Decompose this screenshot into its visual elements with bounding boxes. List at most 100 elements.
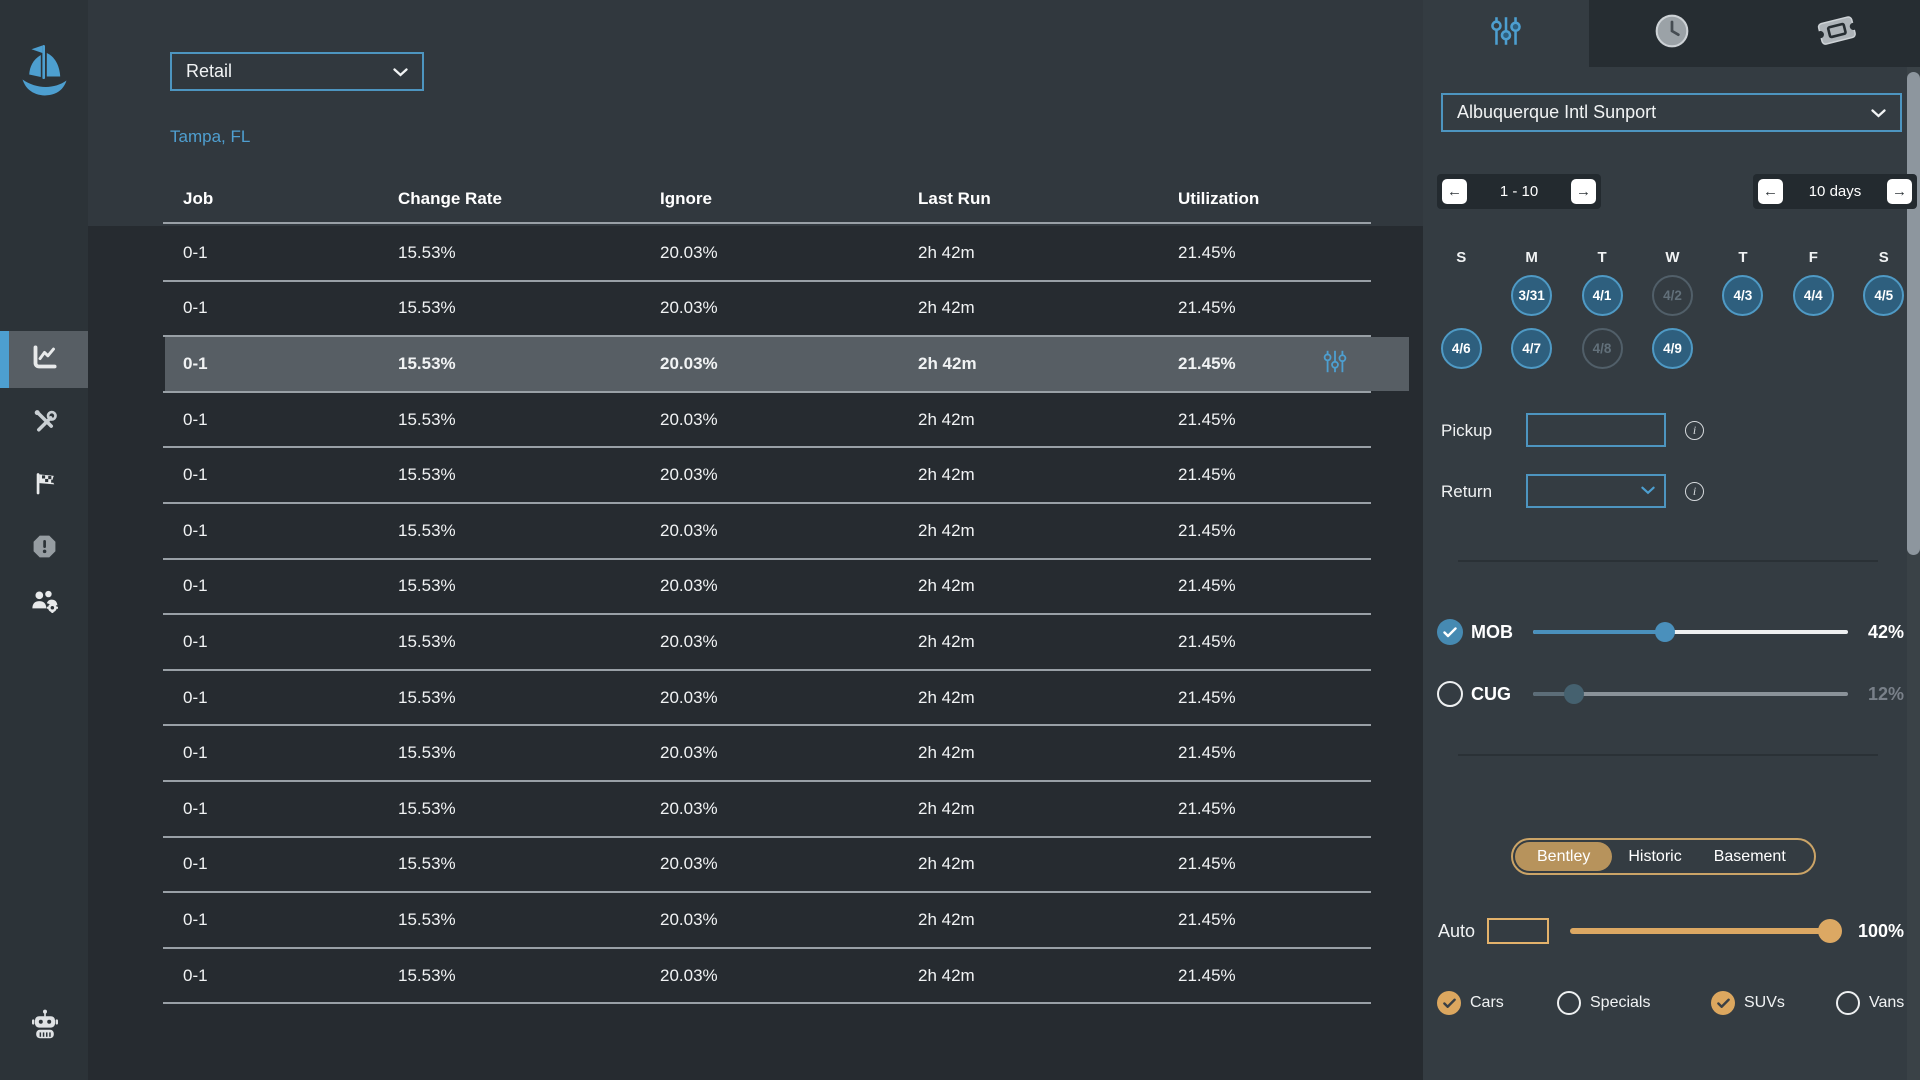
sidebar-item-user-management[interactable] [0, 575, 88, 631]
program-select[interactable]: Retail [170, 52, 424, 91]
arrow-right-icon: → [1891, 183, 1907, 200]
mob-slider-track[interactable] [1533, 622, 1848, 642]
ship-logo [16, 40, 72, 105]
table-row[interactable]: 0-1 15.53% 20.03% 2h 42m 21.45% [163, 393, 1371, 449]
divider [1458, 560, 1878, 562]
chevron-down-icon [393, 61, 408, 82]
calendar-date[interactable]: 4/4 [1792, 274, 1834, 316]
table-row[interactable]: 0-1 15.53% 20.03% 2h 42m 21.45% [163, 282, 1371, 338]
arrow-right-icon: → [1575, 183, 1591, 200]
calendar-date[interactable]: 3/31 [1511, 274, 1553, 316]
table-row[interactable]: 0-1 15.53% 20.03% 2h 42m 21.45% [163, 838, 1371, 894]
return-select[interactable] [1526, 474, 1666, 508]
fleet-toggle-basement[interactable]: Basement [1713, 847, 1786, 865]
tab-tickets[interactable] [1754, 0, 1920, 67]
table-row[interactable]: 0-1 15.53% 20.03% 2h 42m 21.45% [163, 504, 1371, 560]
pickup-input[interactable] [1526, 413, 1666, 447]
cug-slider-track[interactable] [1533, 684, 1848, 704]
location-link[interactable]: Tampa, FL [170, 127, 251, 146]
row-sliders-icon[interactable] [1321, 347, 1349, 380]
calendar-date[interactable]: 4/5 [1863, 274, 1905, 316]
auto-slider-track[interactable] [1570, 919, 1842, 943]
calendar-date: 4/2 [1651, 274, 1693, 316]
days-prev-button[interactable]: ← [1758, 179, 1783, 204]
category-checkbox-vans[interactable]: Vans [1836, 983, 1904, 1023]
cell-change-rate: 15.53% [398, 854, 456, 874]
cug-checkbox[interactable] [1437, 681, 1463, 707]
fleet-toggle-bentley[interactable]: Bentley [1515, 842, 1613, 871]
cell-ignore: 20.03% [660, 465, 718, 485]
table-row[interactable]: 0-1 15.53% 20.03% 2h 42m 21.45% [163, 782, 1371, 838]
table-row[interactable]: 0-1 15.53% 20.03% 2h 42m 21.45% [163, 448, 1371, 504]
cell-last-run: 2h 42m [918, 409, 975, 429]
table-row[interactable]: 0-1 15.53% 20.03% 2h 42m 21.45% [163, 949, 1371, 1005]
range-prev-button[interactable]: ← [1442, 179, 1467, 204]
cell-utilization: 21.45% [1178, 909, 1236, 929]
cell-job: 0-1 [183, 798, 208, 818]
calendar-date[interactable]: 4/7 [1511, 327, 1553, 369]
category-checkbox-suvs[interactable]: SUVs [1711, 983, 1785, 1023]
cell-utilization: 21.45% [1178, 798, 1236, 818]
sidebar [0, 0, 88, 1080]
table-row[interactable]: 0-1 15.53% 20.03% 2h 42m 21.45% [163, 615, 1371, 671]
calendar-date[interactable]: 4/3 [1722, 274, 1764, 316]
category-checkbox-cars[interactable]: Cars [1437, 983, 1504, 1023]
days-pager: ← 10 days → [1753, 174, 1917, 209]
cell-job: 0-1 [183, 576, 208, 596]
cell-utilization: 21.45% [1178, 465, 1236, 485]
return-info-icon[interactable]: i [1685, 482, 1704, 501]
category-checkboxes: Cars Specials SUVs Vans [1423, 983, 1920, 1023]
mob-slider-row: MOB 42% [1423, 612, 1920, 652]
cell-last-run: 2h 42m [918, 242, 975, 262]
table-row[interactable]: 0-1 15.53% 20.03% 2h 42m 21.45% [163, 226, 1371, 282]
sliders-icon [1488, 14, 1524, 53]
table-row[interactable]: 0-1 15.53% 20.03% 2h 42m 21.45% [163, 893, 1371, 949]
table-row[interactable]: 0-1 15.53% 20.03% 2h 42m 21.45% [163, 726, 1371, 782]
airport-select[interactable]: Albuquerque Intl Sunport [1441, 93, 1902, 132]
auto-input[interactable] [1487, 918, 1549, 944]
fleet-toggle-historic[interactable]: Historic [1628, 847, 1682, 865]
sidebar-item-charts[interactable] [0, 331, 88, 388]
main-content: Retail Tampa, FL Job Change Rate Ignore … [88, 0, 1423, 1080]
calendar-date[interactable]: 4/9 [1651, 327, 1693, 369]
category-label: SUVs [1744, 994, 1785, 1011]
calendar-day-header: T [1738, 248, 1748, 266]
category-checkbox-specials[interactable]: Specials [1557, 983, 1650, 1023]
calendar-date[interactable]: 4/6 [1440, 327, 1482, 369]
days-next-button[interactable]: → [1886, 179, 1912, 204]
range-next-button[interactable]: → [1570, 179, 1596, 204]
calendar-date[interactable]: 4/1 [1581, 274, 1623, 316]
cell-job: 0-1 [183, 298, 208, 318]
cell-job: 0-1 [183, 353, 208, 373]
mob-checkbox[interactable] [1437, 619, 1463, 645]
table-row[interactable]: 0-1 15.53% 20.03% 2h 42m 21.45% [163, 560, 1371, 616]
mob-slider-thumb[interactable] [1655, 622, 1676, 642]
tab-filters[interactable] [1423, 0, 1589, 67]
unchecked-circle-icon [1557, 991, 1581, 1015]
column-header-utilization: Utilization [1178, 189, 1260, 208]
cug-slider-thumb[interactable] [1563, 684, 1584, 704]
table-row[interactable]: 0-1 15.53% 20.03% 2h 42m 21.45% [163, 337, 1409, 393]
calendar-day-header: W [1665, 248, 1680, 266]
auto-slider-thumb[interactable] [1818, 919, 1842, 943]
category-label: Vans [1869, 994, 1905, 1011]
tab-history[interactable] [1588, 0, 1755, 67]
panel-tabs [1423, 0, 1920, 67]
robot-icon[interactable] [28, 1008, 62, 1047]
sidebar-item-alerts[interactable] [0, 521, 88, 577]
table-row[interactable]: 0-1 15.53% 20.03% 2h 42m 21.45% [163, 671, 1371, 727]
pickup-info-icon[interactable]: i [1685, 421, 1704, 440]
sidebar-item-finish-flag[interactable] [0, 458, 88, 514]
cell-utilization: 21.45% [1178, 743, 1236, 763]
cell-last-run: 2h 42m [918, 465, 975, 485]
cell-ignore: 20.03% [660, 298, 718, 318]
pickup-label: Pickup [1441, 421, 1493, 440]
cell-ignore: 20.03% [660, 909, 718, 929]
cell-utilization: 21.45% [1178, 409, 1236, 429]
arrow-left-icon: ← [1763, 183, 1778, 200]
airport-select-value: Albuquerque Intl Sunport [1457, 102, 1657, 122]
sidebar-item-tools[interactable] [0, 396, 88, 452]
cell-ignore: 20.03% [660, 409, 718, 429]
